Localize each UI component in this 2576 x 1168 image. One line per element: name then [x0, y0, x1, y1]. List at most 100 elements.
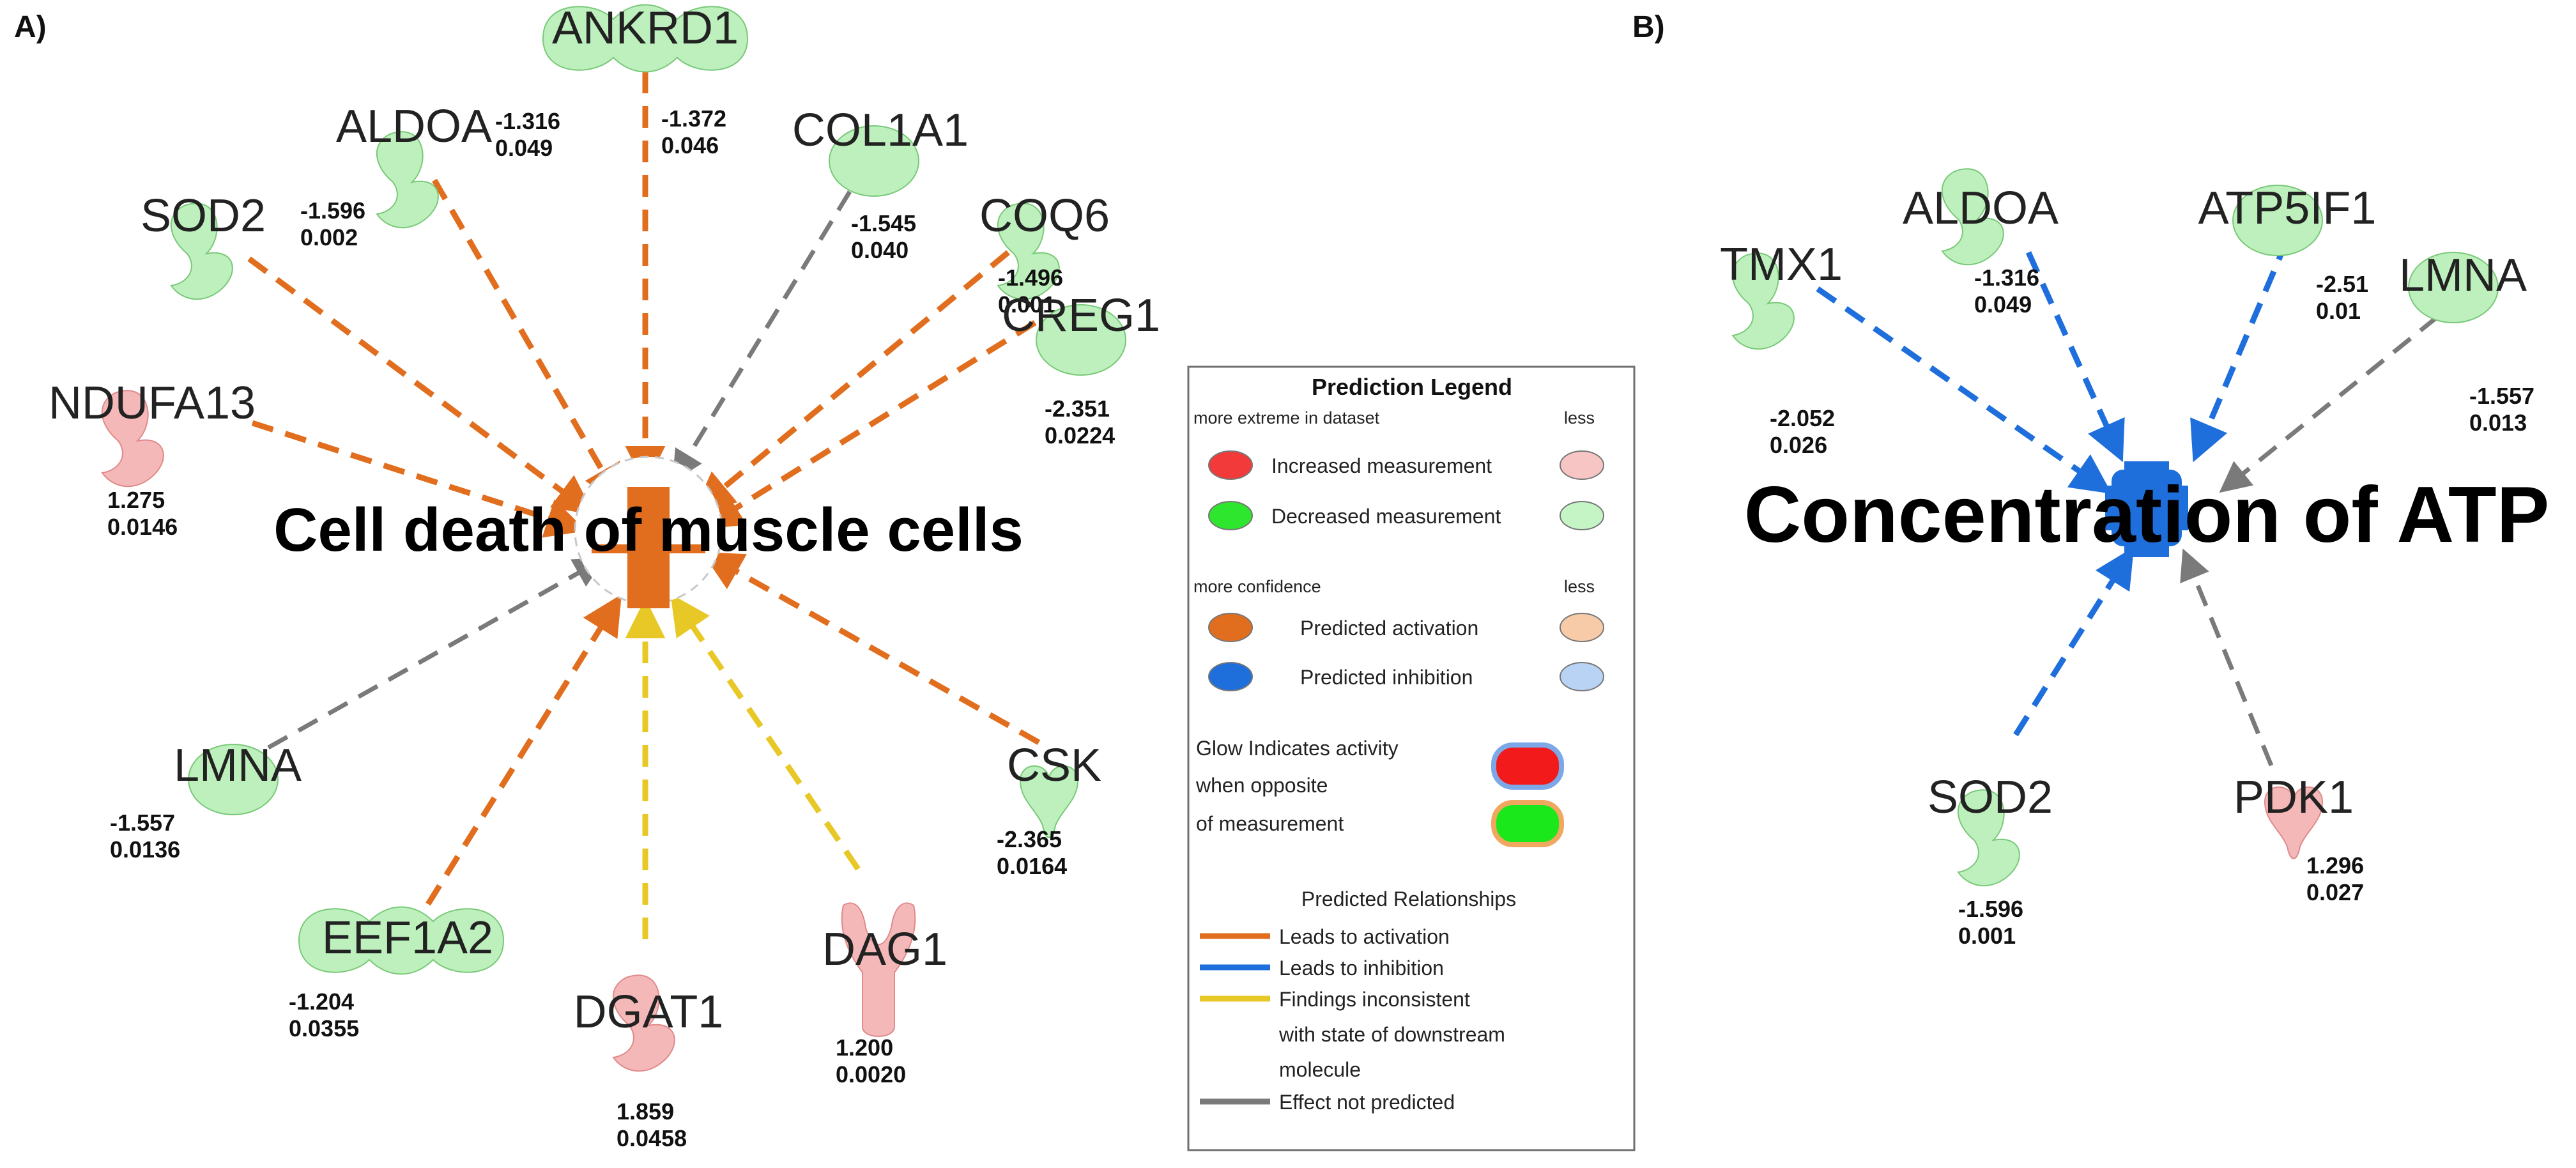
legend-relationships-title: Predicted Relationships — [1301, 888, 1516, 911]
fold-change: 1.859 — [617, 1098, 674, 1125]
legend-less-1: less — [1564, 408, 1595, 427]
legend-less-2: less — [1564, 577, 1595, 596]
p-value: 0.0146 — [107, 514, 178, 540]
fold-change: -1.557 — [110, 810, 175, 836]
gene-label: DAG1 — [822, 924, 947, 975]
gene-label: NDUFA13 — [49, 378, 256, 429]
legend-title: Prediction Legend — [1312, 374, 1512, 400]
gene-label: COL1A1 — [792, 105, 969, 156]
edge-eef1a2-activation — [425, 594, 622, 906]
node-shape-lmna — [2408, 252, 2499, 323]
fold-change: 1.200 — [836, 1034, 893, 1061]
node-shape-col1a1 — [829, 125, 919, 197]
gene-label: LMNA — [174, 740, 302, 791]
legend-activation-label: Predicted activation — [1300, 617, 1478, 640]
fold-change: -1.596 — [1958, 896, 2023, 922]
fold-change: -1.496 — [998, 265, 1063, 291]
node-shape-ndufa13 — [101, 390, 164, 488]
p-value: 0.049 — [495, 135, 553, 161]
p-value: 0.002 — [300, 224, 358, 250]
node-shape-sod2 — [170, 203, 233, 300]
legend-inhibition-label: Predicted inhibition — [1300, 666, 1473, 689]
node-shape-csk — [1019, 765, 1079, 838]
legend-decreased-weak-swatch — [1560, 501, 1604, 530]
p-value: 0.001 — [998, 291, 1055, 318]
fold-change: 1.275 — [107, 487, 165, 513]
legend-glow-green-swatch — [1491, 800, 1564, 847]
gene-label: ALDOA — [1903, 183, 2058, 234]
p-value: 0.0136 — [110, 836, 180, 863]
edge-creg1-activation — [702, 320, 1037, 529]
gene-label: CSK — [1007, 740, 1101, 791]
node-shape-tmx1 — [1731, 252, 1795, 350]
fold-change: -1.204 — [289, 988, 354, 1015]
gene-label: LMNA — [2399, 250, 2527, 301]
gene-label: SOD2 — [1928, 772, 2053, 823]
fold-change: -1.557 — [2469, 383, 2534, 409]
edge-tmx1-inhibition — [1816, 286, 2112, 494]
fold-change: -1.316 — [495, 108, 560, 134]
fold-change: -2.351 — [1045, 396, 1110, 422]
fold-change: -2.365 — [997, 826, 1062, 852]
legend-activation-strong-swatch — [1208, 613, 1253, 642]
legend-confidence-header: more confidence — [1193, 577, 1321, 596]
p-value: 0.0355 — [289, 1015, 359, 1041]
edge-aldoa-activation — [432, 178, 623, 506]
p-value: 0.01 — [2316, 298, 2361, 324]
edge-sod2-activation — [247, 256, 595, 516]
p-value: 0.046 — [661, 132, 719, 158]
p-value: 0.001 — [1958, 923, 2016, 949]
panel-b-label: B) — [1632, 10, 1665, 44]
edge-lmna-not_predicted — [267, 557, 606, 750]
fold-change: -2.51 — [2316, 271, 2368, 297]
node-shape-ankrd1 — [542, 4, 749, 73]
fold-change: -1.596 — [300, 197, 365, 224]
gene-label: ANKRD1 — [552, 3, 739, 54]
node-shape-aldoa — [376, 131, 439, 229]
node-shape-aldoa — [1941, 168, 2004, 266]
legend-rel-inconsistent-2: with state of downstream — [1278, 1023, 1505, 1046]
legend-inhibition-strong-swatch — [1208, 662, 1253, 691]
center-node-a — [574, 456, 723, 608]
gene-label: DGAT1 — [574, 987, 724, 1038]
p-value: 0.040 — [851, 237, 908, 263]
center-label-a: Cell death of muscle cells — [273, 496, 1023, 564]
node-shape-eef1a2 — [298, 906, 505, 975]
node-atp5if1-1[interactable]: ATP5IF1 -2.510.01 — [2198, 183, 2377, 324]
gene-label: EEF1A2 — [322, 912, 493, 964]
fold-change: -1.545 — [851, 210, 916, 236]
gene-label: ATP5IF1 — [2198, 183, 2377, 234]
node-shape-lmna — [188, 744, 279, 815]
p-value: 0.0164 — [997, 853, 1067, 879]
node-shape-dag1 — [841, 902, 916, 1037]
edge-pdk1-not_predicted — [2180, 548, 2274, 767]
edge-lmna-not_predicted — [2219, 315, 2439, 493]
edge-csk-activation — [702, 551, 1041, 745]
fold-change: -2.052 — [1770, 405, 1835, 431]
fold-change: -1.372 — [661, 105, 726, 132]
legend-rel-inconsistent-1: Findings inconsistent — [1279, 988, 1470, 1011]
legend-rel-inhibition: Leads to inhibition — [1279, 957, 1444, 980]
edge-col1a1-not_predicted — [672, 190, 852, 482]
node-shape-dgat1 — [612, 974, 675, 1072]
